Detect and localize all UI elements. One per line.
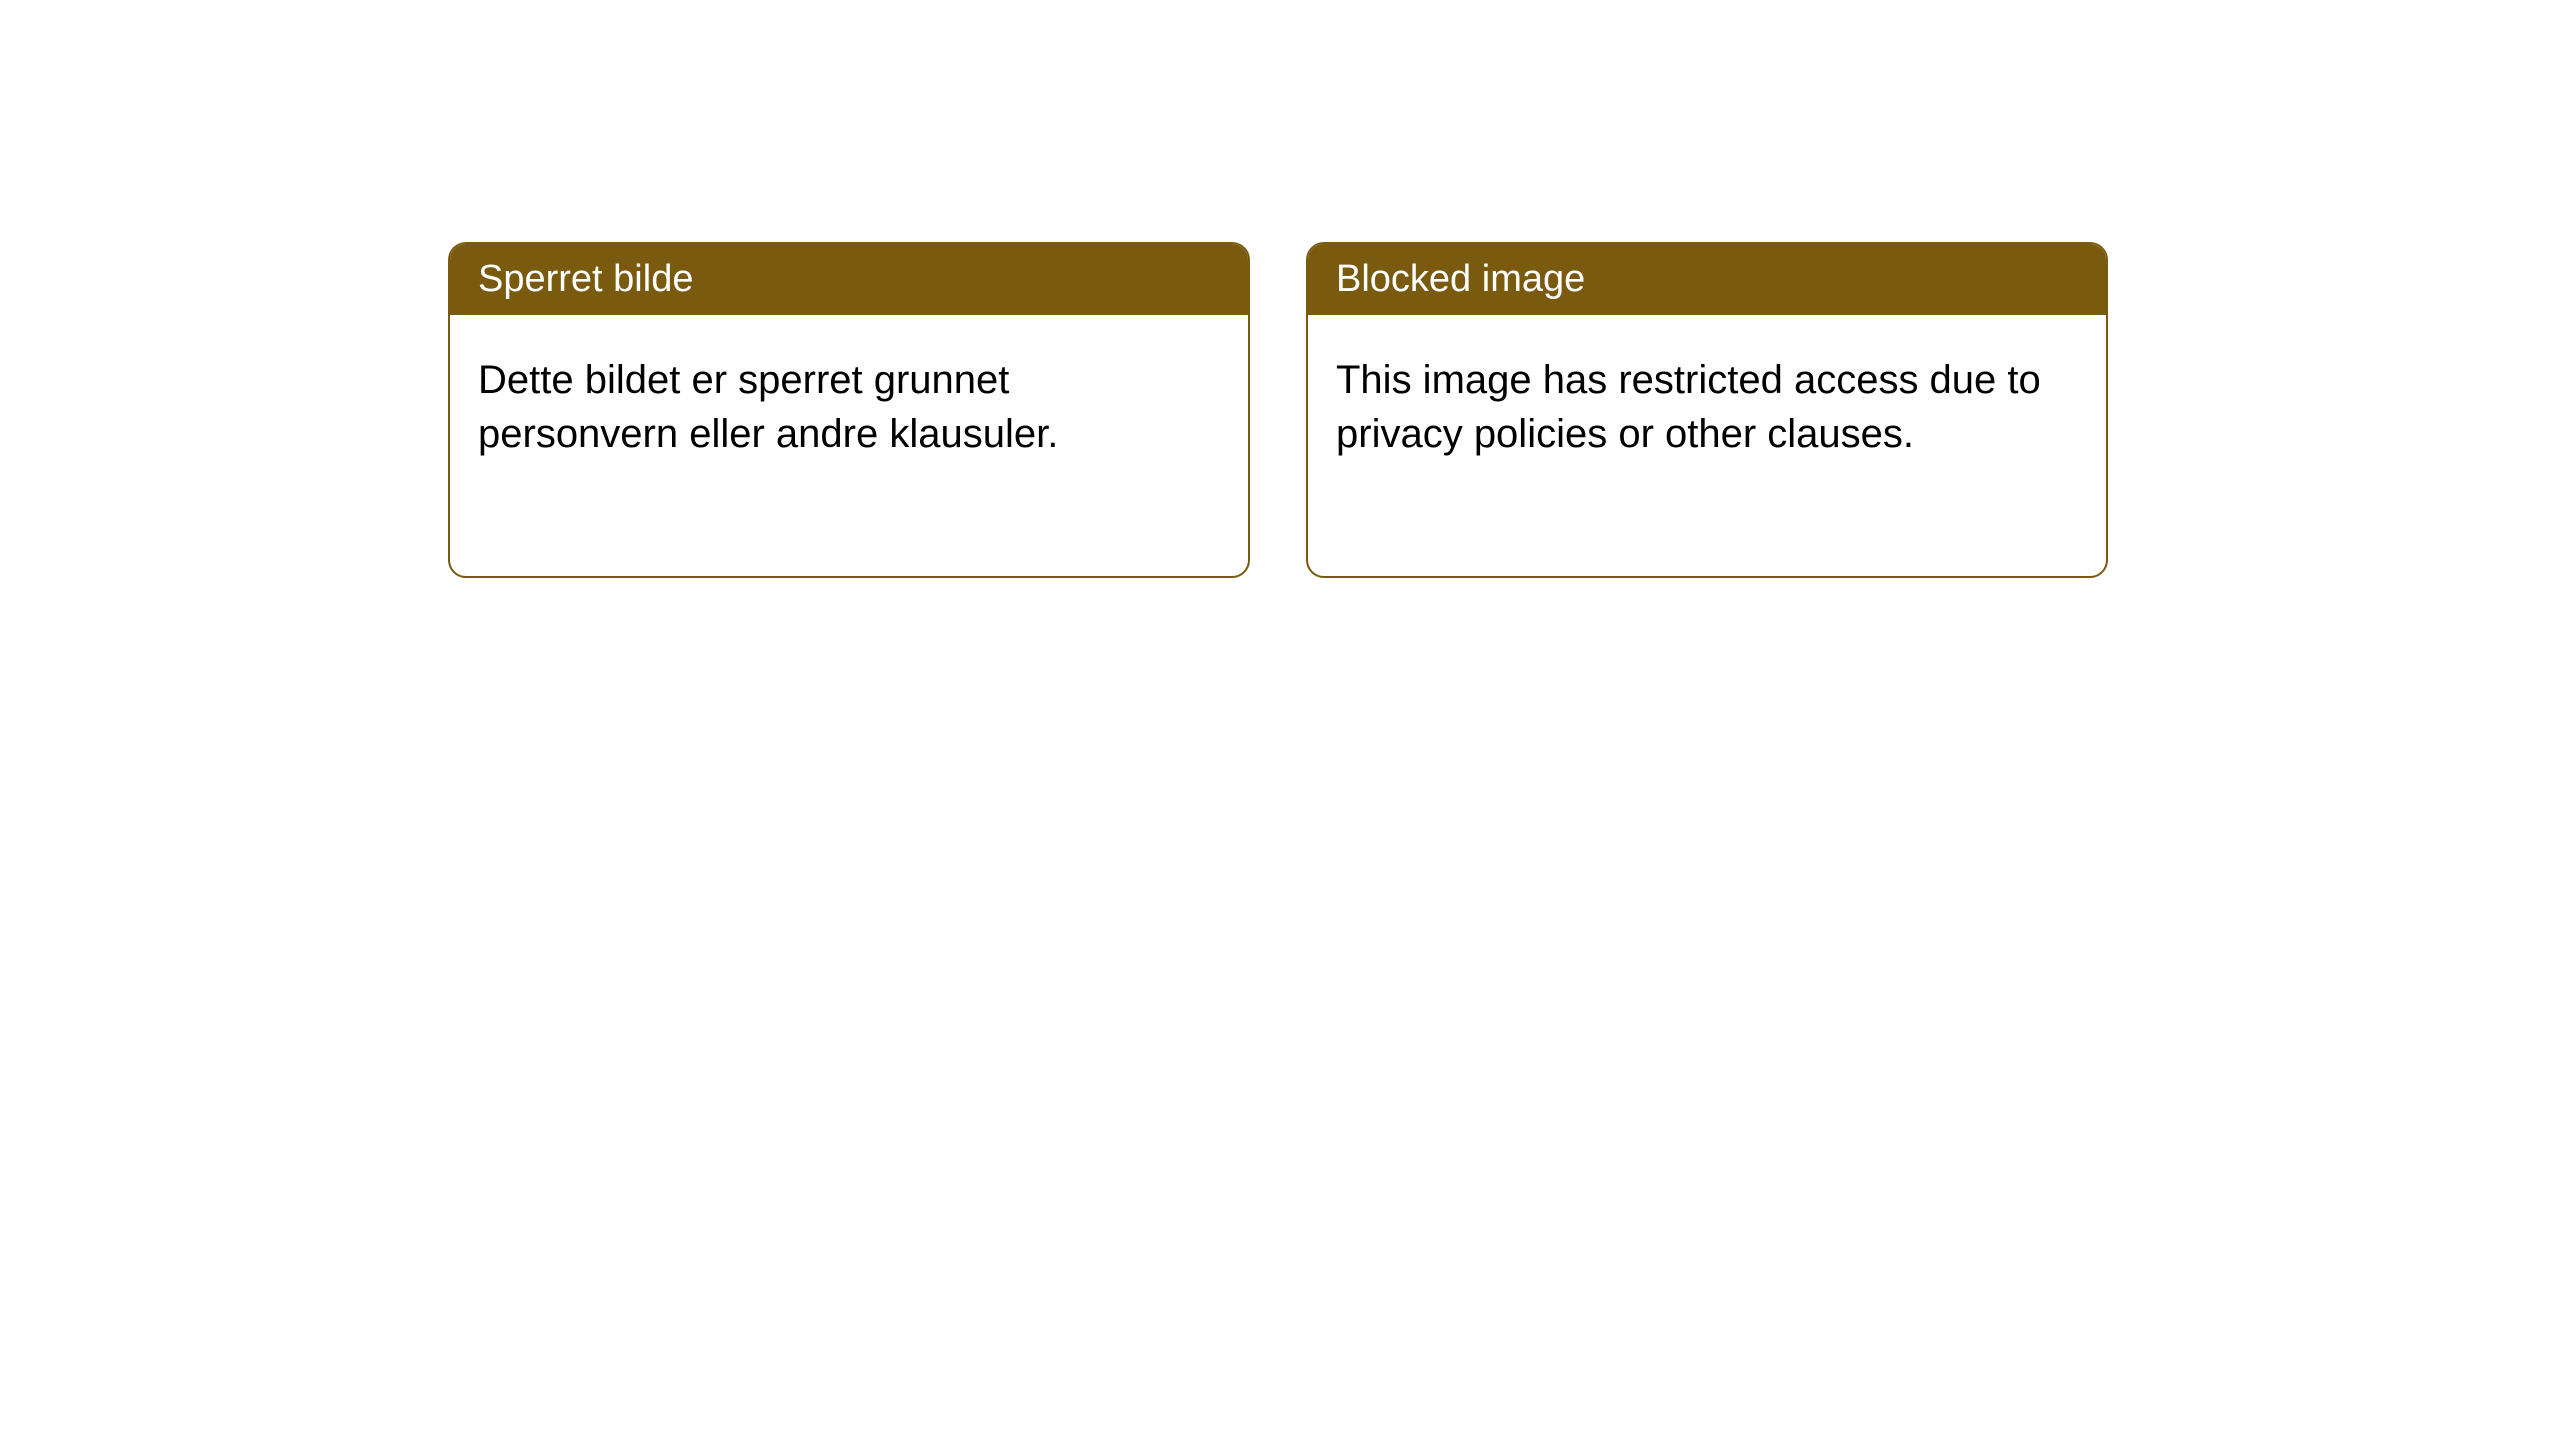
notice-card-english: Blocked image This image has restricted … bbox=[1306, 242, 2108, 578]
notice-card-norwegian: Sperret bilde Dette bildet er sperret gr… bbox=[448, 242, 1250, 578]
notice-title: Sperret bilde bbox=[450, 244, 1248, 315]
notice-body: Dette bildet er sperret grunnet personve… bbox=[450, 315, 1248, 499]
notice-title: Blocked image bbox=[1308, 244, 2106, 315]
notice-body: This image has restricted access due to … bbox=[1308, 315, 2106, 499]
notice-container: Sperret bilde Dette bildet er sperret gr… bbox=[448, 242, 2108, 578]
